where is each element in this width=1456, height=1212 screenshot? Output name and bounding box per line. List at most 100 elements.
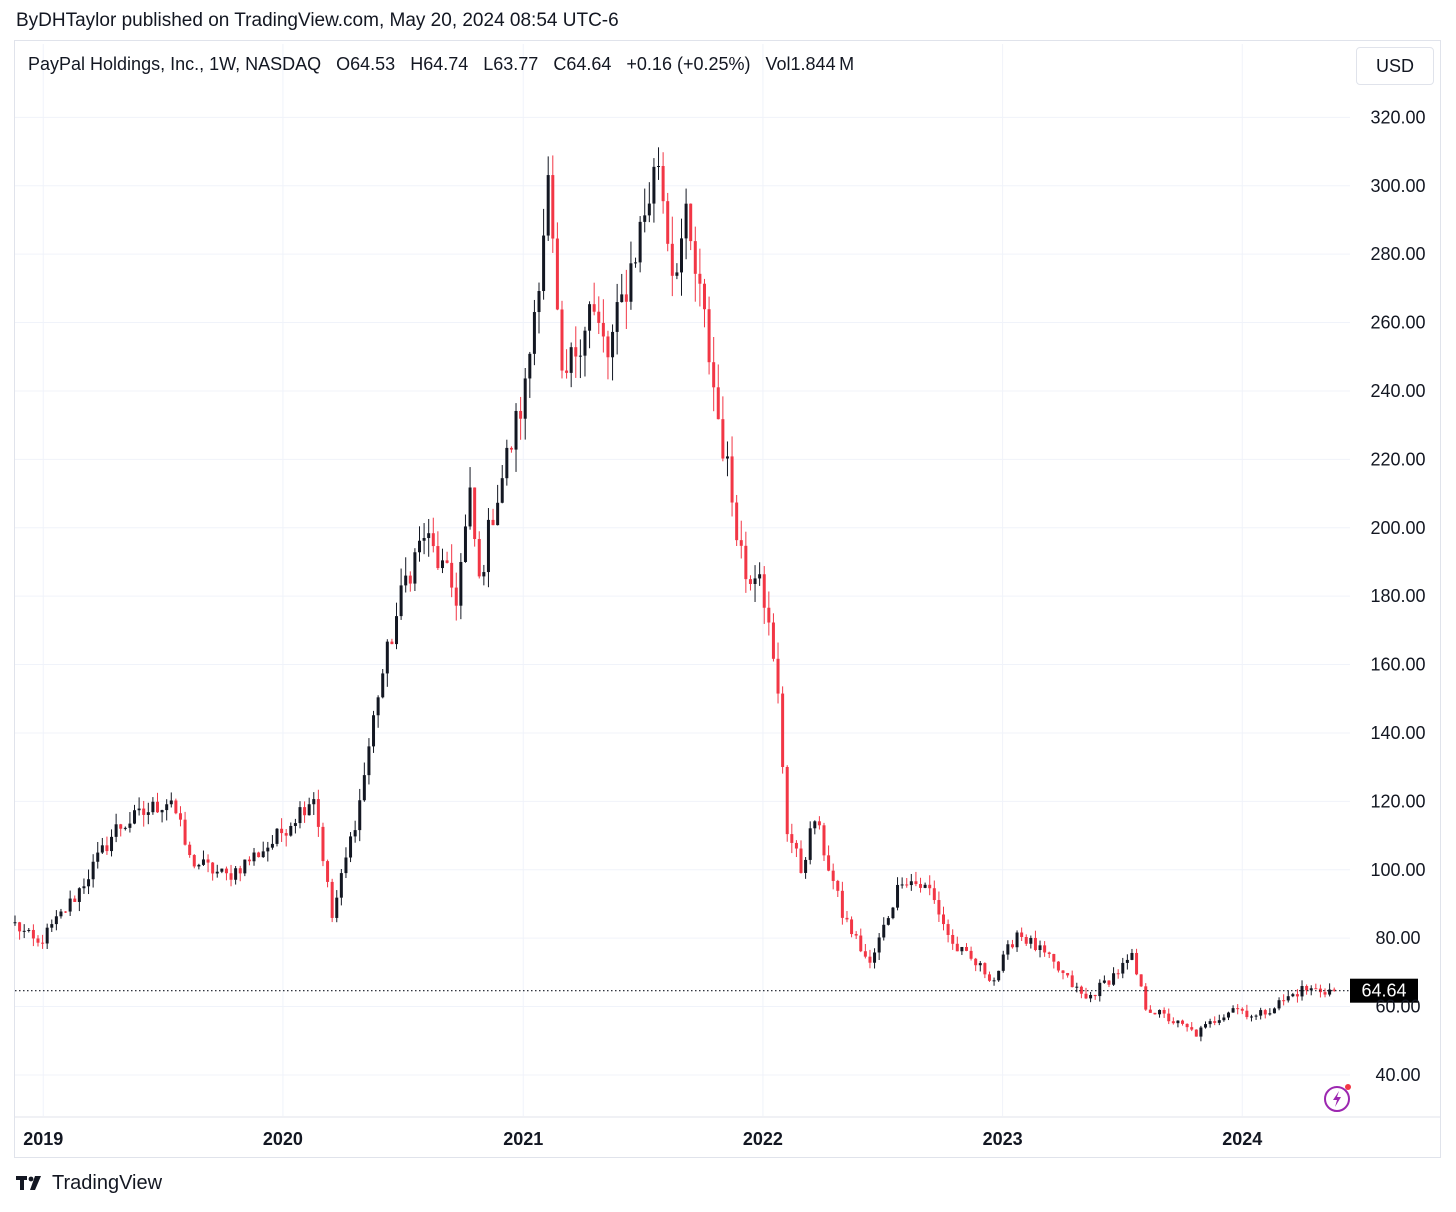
candle-body (813, 821, 817, 829)
candle-body (771, 622, 775, 659)
candle-body (1226, 1012, 1230, 1018)
candle-body (707, 309, 711, 363)
candle-body (266, 847, 270, 852)
symbol-name: PayPal Holdings, Inc., 1W, NASDAQ (28, 54, 322, 74)
candle-body (799, 848, 803, 873)
candle-body (496, 502, 500, 526)
candle-body (1130, 952, 1134, 960)
candle-body (1075, 986, 1079, 988)
candle-body (413, 552, 417, 584)
candle-body (776, 658, 780, 694)
candle-body (422, 538, 426, 541)
candle-body (1254, 1015, 1258, 1017)
candle-body (698, 273, 702, 284)
candle-body (744, 545, 748, 580)
candle-body (1295, 994, 1299, 997)
candle-body (680, 238, 683, 273)
candle-body (261, 851, 265, 858)
candle-body (165, 804, 169, 811)
candle-body (675, 272, 679, 276)
last-price-label: 64.64 (1361, 981, 1406, 1001)
candle-body (45, 927, 49, 944)
candle-body (1208, 1021, 1212, 1025)
price-tick-label: 260.00 (1370, 313, 1425, 333)
candle-body (905, 884, 909, 886)
candle-body (523, 378, 527, 419)
candle-body (1024, 936, 1028, 944)
candle-body (831, 870, 835, 881)
candle-body (404, 575, 408, 586)
candle-body (1010, 944, 1014, 948)
candle-body (721, 419, 725, 459)
candle-body (275, 828, 279, 844)
candle-body (1245, 1010, 1249, 1018)
candle-body (919, 884, 923, 888)
candle-body (31, 929, 35, 939)
candle-body (942, 914, 946, 925)
candle-body (923, 884, 927, 888)
candle-body (1070, 975, 1074, 988)
candle-body (293, 823, 297, 826)
candle-body (1300, 986, 1304, 997)
candle-body (624, 294, 628, 302)
candle-body (946, 924, 950, 935)
price-tick-label: 240.00 (1370, 381, 1425, 401)
candle-body (739, 540, 743, 546)
candle-body (463, 526, 467, 563)
candle-body (643, 215, 647, 222)
candle-body (362, 775, 366, 801)
last-price-line: 64.64 (15, 978, 1418, 1003)
candle-body (822, 825, 826, 856)
candle-body (68, 898, 72, 912)
candle-body (183, 819, 187, 845)
candle-body (27, 929, 31, 931)
candle-body (914, 881, 918, 885)
candle-body (174, 800, 178, 814)
candle-body (974, 958, 978, 966)
candle-body (1158, 1009, 1162, 1015)
candle-body (1006, 944, 1010, 955)
candle-body (873, 952, 877, 963)
candle-body (77, 888, 81, 902)
publish-info: ByDHTaylor published on TradingView.com,… (16, 10, 619, 31)
candle-body (588, 304, 592, 331)
candle-body (840, 890, 844, 918)
legend-low: L63.77 (483, 54, 539, 74)
candle-body (854, 934, 858, 936)
candle-body (307, 804, 311, 816)
lightning-bolt-icon[interactable] (1322, 1082, 1354, 1114)
candle-body (960, 946, 964, 952)
candle-body (59, 911, 63, 917)
candle-body (330, 881, 334, 918)
candle-body (1102, 980, 1106, 983)
candle-body (1148, 1009, 1152, 1013)
grid-lines (15, 44, 1350, 1116)
candle-body (716, 387, 720, 420)
candle-body (1038, 945, 1042, 950)
candle-body (1125, 959, 1129, 963)
candle-body (1217, 1020, 1221, 1023)
currency-button[interactable]: USD (1356, 47, 1434, 85)
candle-body (13, 922, 17, 924)
candle-body (684, 203, 688, 239)
candle-body (781, 693, 785, 768)
candle-body (1043, 945, 1047, 953)
candle-body (289, 825, 293, 836)
candle-body (395, 616, 399, 645)
candle-body (1093, 994, 1097, 997)
candle-body (808, 828, 812, 860)
candle-body (197, 864, 201, 867)
candle-body (1121, 962, 1125, 974)
candle-body (1277, 1000, 1281, 1009)
candle-body (41, 942, 45, 944)
candle-body (634, 262, 638, 264)
candle-body (836, 880, 840, 891)
candle-body (863, 951, 867, 957)
candle-body (473, 487, 477, 540)
candle-body (978, 963, 982, 966)
candle-body (270, 843, 274, 848)
candle-body (64, 911, 68, 913)
candle-body (188, 844, 192, 856)
candle-body (91, 861, 95, 880)
